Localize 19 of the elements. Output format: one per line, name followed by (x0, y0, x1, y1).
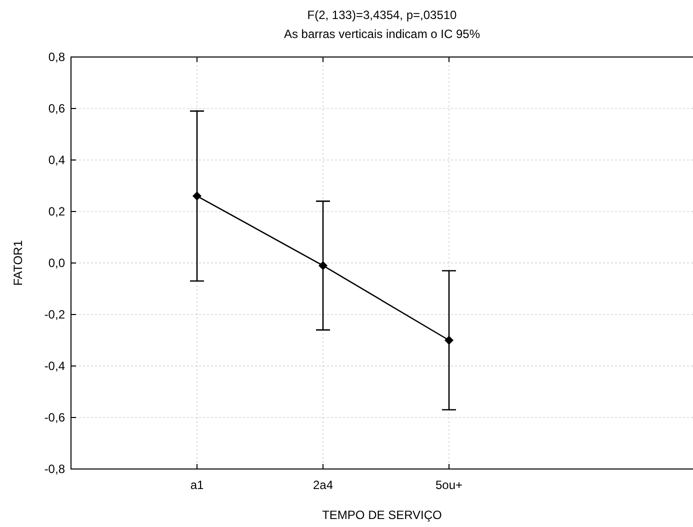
x-tick-label: 5ou+ (435, 478, 463, 492)
point (444, 336, 454, 345)
y-tick-label: 0,4 (48, 153, 66, 168)
y-tick-label: 0,2 (48, 204, 66, 219)
y-tick-label: -0,8 (44, 462, 66, 476)
point (318, 261, 328, 270)
y-tick-label: -0,2 (44, 308, 66, 322)
y-tick-label: -0,6 (44, 410, 66, 425)
x-tick-label: 2a4 (312, 478, 334, 492)
chart-title: F(2, 133)=3,4354, p=,03510 (307, 8, 458, 22)
x-tick-label: a1 (190, 478, 204, 492)
x-axis-title: TEMPO DE SERVIÇO (322, 508, 442, 522)
y-tick-label: -0,4 (44, 359, 66, 374)
point (192, 192, 202, 201)
y-tick-label: 0,8 (48, 50, 66, 64)
y-tick-label: 0,6 (48, 102, 66, 116)
y-axis-title: FATOR1 (11, 240, 25, 286)
y-tick-label: 0,0 (48, 256, 66, 270)
chart-subtitle: As barras verticais indicam o IC 95% (284, 27, 480, 41)
